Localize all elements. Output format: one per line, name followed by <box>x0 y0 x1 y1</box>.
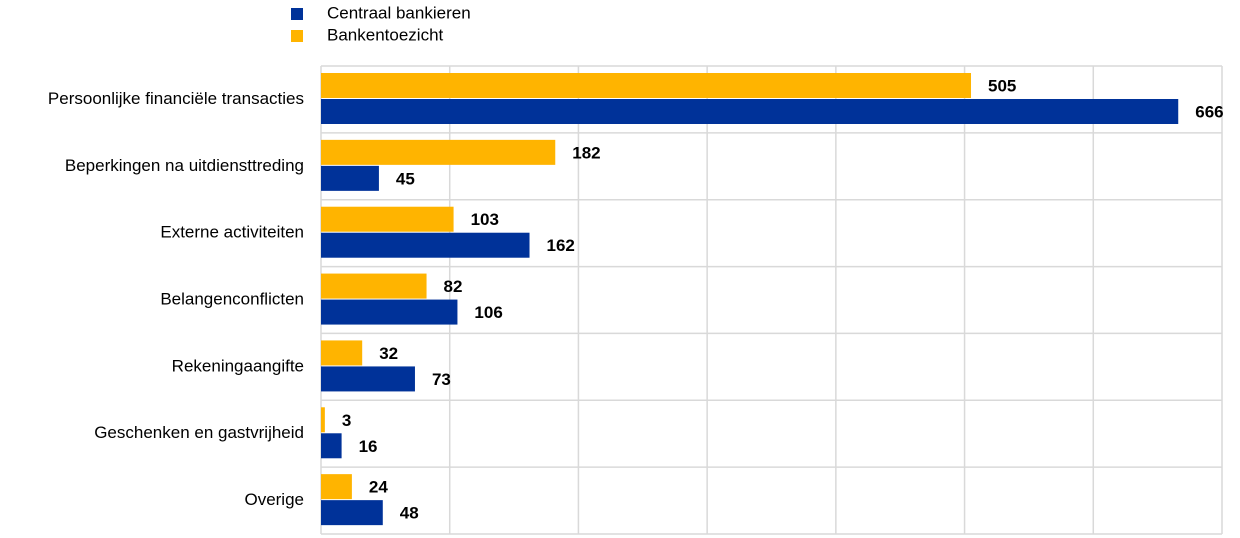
value-label: 106 <box>474 303 502 322</box>
bar <box>321 206 454 232</box>
value-label: 16 <box>359 437 378 456</box>
value-label: 73 <box>432 370 451 389</box>
value-label: 32 <box>379 344 398 363</box>
bar <box>321 273 427 299</box>
y-tick-label: Geschenken en gastvrijheid <box>94 423 304 442</box>
bar <box>321 165 379 191</box>
bar <box>321 299 458 325</box>
bar <box>321 500 383 526</box>
value-label: 505 <box>988 76 1016 95</box>
y-tick-label: Belangenconflicten <box>160 289 304 308</box>
bar <box>321 232 530 258</box>
bar <box>321 340 363 366</box>
bar <box>321 139 556 165</box>
legend-label: Bankentoezicht <box>327 25 444 44</box>
legend-label: Centraal bankieren <box>327 3 471 22</box>
y-tick-label: Persoonlijke financiële transacties <box>48 89 304 108</box>
legend-swatch <box>291 8 303 20</box>
value-label: 45 <box>396 169 415 188</box>
bar <box>321 99 1179 124</box>
legend-swatch <box>291 30 303 42</box>
value-label: 3 <box>342 411 351 430</box>
bar <box>321 474 352 500</box>
value-label: 162 <box>547 236 575 255</box>
bar <box>321 366 415 392</box>
bar <box>321 73 972 98</box>
value-label: 182 <box>572 143 600 162</box>
y-tick-label: Beperkingen na uitdiensttreding <box>65 156 304 175</box>
value-label: 24 <box>369 478 388 497</box>
bar <box>321 433 342 459</box>
value-label: 666 <box>1195 102 1223 121</box>
y-tick-label: Rekeningaangifte <box>172 356 304 375</box>
y-tick-label: Externe activiteiten <box>160 223 304 242</box>
value-label: 103 <box>471 210 499 229</box>
value-label: 82 <box>444 277 463 296</box>
y-tick-label: Overige <box>244 490 304 509</box>
bar <box>321 407 325 433</box>
value-label: 48 <box>400 504 419 523</box>
